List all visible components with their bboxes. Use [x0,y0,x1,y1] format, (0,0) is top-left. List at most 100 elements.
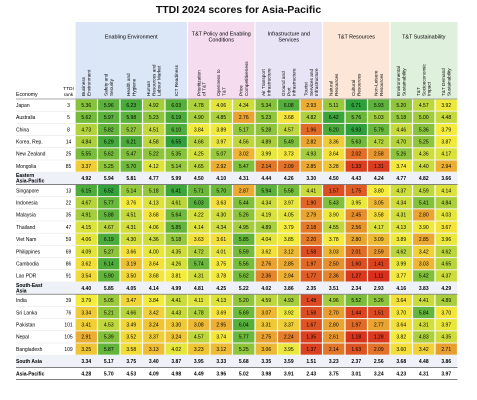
score-cell [390,221,412,233]
score-value: 3.03 [329,249,339,255]
score-cell [255,233,277,245]
score-value: 5.43 [329,201,339,207]
score-value: 2.71 [441,347,451,353]
score-value: 6.19 [171,115,181,121]
score-value: 4.13 [216,298,226,304]
economy-name: South-East [16,283,43,289]
score-value: 4.82 [306,115,316,121]
score-value: 4.34 [239,103,249,109]
score-cell [413,270,435,282]
score-cell [278,270,300,282]
score-value: 4.41 [171,298,181,304]
score-value: 5.02 [239,371,249,377]
score-cell [345,209,367,221]
score-cell [210,319,232,331]
score-cell [345,233,367,245]
score-value: 4.59 [261,298,271,304]
score-cell [233,148,255,160]
group-label: T&T Policy and Enabling [192,31,251,37]
group-label: T&T Resources [338,35,376,41]
rank-header: rank [64,92,74,98]
score-value: 3.09 [374,237,384,243]
score-value: 1.58 [306,310,316,316]
score-cell [165,136,187,148]
score-value: 3.63 [216,201,226,207]
score-value: 2.76 [239,115,249,121]
score-value: 3.79 [441,127,451,133]
score-value: 3.67 [441,225,451,231]
score-cell [323,197,345,209]
score-cell [435,148,457,160]
score-value: 4.67 [104,225,114,231]
score-value: 5.18 [149,188,159,194]
column-header: of T&T [201,82,206,96]
score-value: 1.44 [351,310,361,316]
score-cell [323,123,345,136]
column-header: Labour Market [156,65,161,96]
score-value: 2.56 [374,359,384,365]
score-cell [345,343,367,355]
column-header: Socioeconomic [421,64,426,96]
score-cell [98,319,120,331]
score-value: 3.34 [81,359,91,365]
score-value: 1.31 [374,164,384,170]
score-cell [120,221,142,233]
score-cell [210,270,232,282]
score-value: 4.58 [149,140,159,146]
economy-name: Bangladesh [16,347,43,353]
economy-name: India [16,298,27,304]
score-cell [390,111,412,123]
rank-cell: 47 [66,225,72,231]
group-header-bg [390,22,458,99]
score-cell [435,258,457,270]
score-value: 5.68 [239,359,249,365]
score-value: 4.48 [441,115,451,121]
score-cell [165,99,187,111]
score-cell [75,148,97,160]
score-cell [345,148,367,160]
score-cell [188,184,210,197]
score-value: 4.34 [261,201,271,207]
score-cell [435,197,457,209]
score-value: 2.77 [374,323,384,329]
column-header: Openness to [216,69,221,96]
score-value: 2.14 [329,347,339,353]
score-cell [300,221,322,233]
score-value: 3.86 [441,359,451,365]
score-cell [435,294,457,306]
column-header: Infrastructure [266,68,271,96]
score-cell [75,258,97,270]
score-value: 2.56 [351,225,361,231]
score-cell [120,160,142,172]
score-cell [413,148,435,160]
score-cell [143,233,165,245]
score-cell [98,270,120,282]
score-value: 5.99 [171,176,181,182]
score-value: 5.88 [104,213,114,219]
score-value: 1.60 [351,262,361,268]
score-value: 2.24 [284,335,294,341]
score-cell [413,184,435,197]
score-cell [120,245,142,258]
region-row-bg [16,172,458,185]
column-header: T&T [221,87,226,96]
score-value: 4.85 [216,115,226,121]
score-value: 5.27 [104,249,114,255]
score-value: 5.76 [351,115,361,121]
score-value: 5.23 [261,115,271,121]
score-value: 4.35 [441,335,451,341]
score-value: 2.20 [306,237,316,243]
score-value: 2.94 [284,274,294,280]
score-value: 2.92 [216,164,226,170]
score-value: 4.50 [329,176,339,182]
score-value: 5.07 [216,152,226,158]
score-value: 3.84 [194,127,204,133]
group-label: Infrastructure and [268,31,310,37]
score-cell [98,160,120,172]
score-value: 3.08 [194,323,204,329]
rank-cell: 86 [66,262,72,268]
score-value: 5.14 [126,188,136,194]
score-value: 6.41 [171,188,181,194]
score-value: 3.23 [329,359,339,365]
